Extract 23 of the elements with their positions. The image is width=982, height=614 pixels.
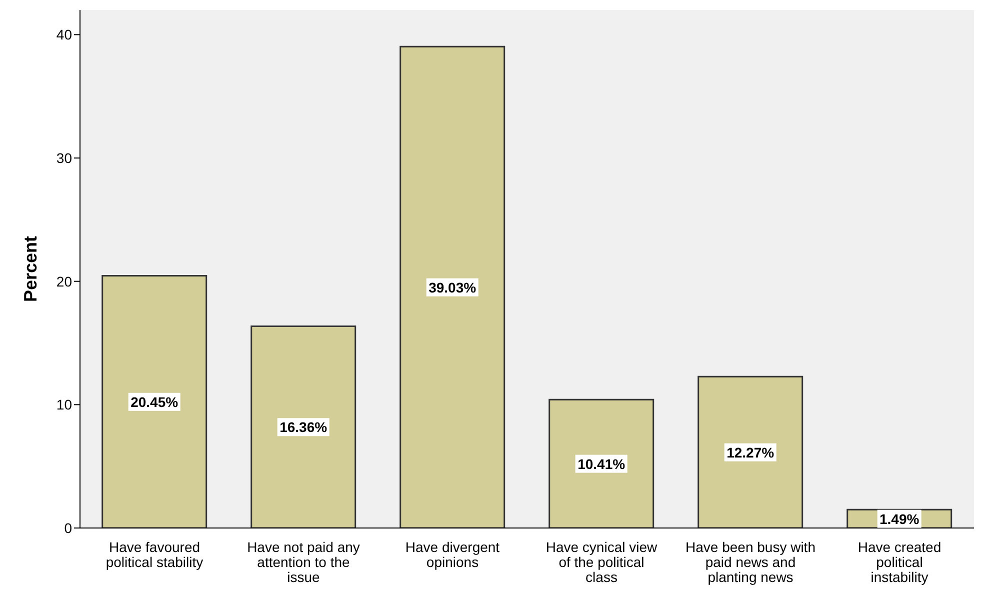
x-tick-label: Have divergent opinions — [405, 539, 500, 570]
data-label: 39.03% — [428, 279, 477, 296]
bar — [698, 376, 804, 528]
data-label: 10.41% — [578, 456, 626, 472]
data-label: 1.49% — [880, 510, 920, 527]
y-axis-title: Percent — [20, 236, 40, 302]
x-tick-label: Have not paid any attention to the issue — [247, 539, 360, 585]
data-label: 20.45% — [130, 394, 179, 410]
y-tick-label: 40 — [56, 26, 72, 43]
bar — [250, 325, 356, 528]
x-tick-label: Have favoured political stability — [106, 539, 204, 570]
bar — [548, 398, 654, 528]
data-label: 12.27% — [726, 444, 775, 460]
y-tick-label: 0 — [64, 520, 72, 536]
y-tick-label: 30 — [56, 150, 72, 166]
x-tick-label: Have cynical view of the political class — [546, 539, 658, 585]
x-tick-label: Have created political instability — [858, 539, 942, 585]
data-label: 16.36% — [280, 419, 328, 436]
y-tick-label: 20 — [56, 273, 72, 290]
bar — [400, 46, 506, 528]
x-tick-label: Have been busy with paid news and planting news — [686, 539, 816, 585]
bar — [102, 275, 208, 528]
y-tick-label: 10 — [56, 396, 72, 413]
